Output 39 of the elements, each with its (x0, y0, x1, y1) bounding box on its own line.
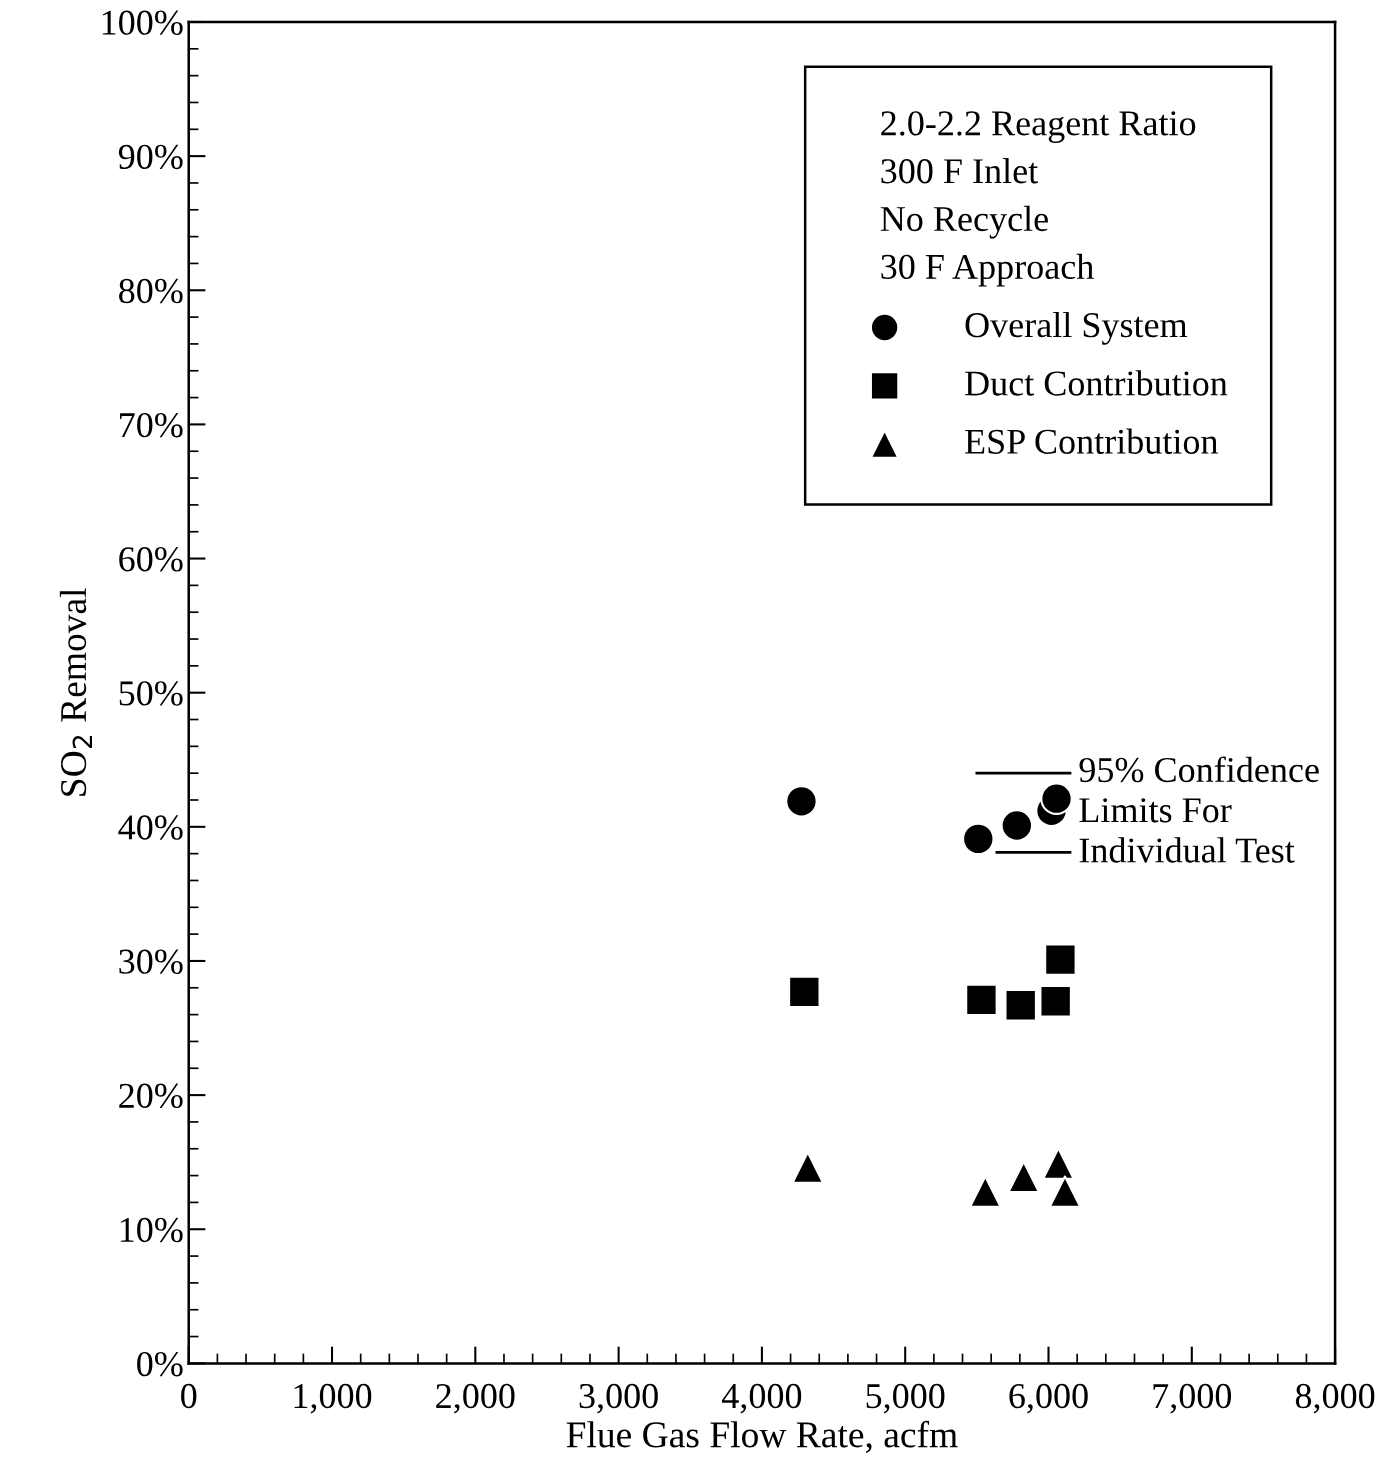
point (1039, 984, 1072, 1018)
x-tick-label: 7,000 (1153, 1383, 1232, 1414)
point (965, 983, 998, 1017)
y-tick-label: 0% (137, 1351, 183, 1377)
point (788, 975, 821, 1009)
y-axis-title: SO$_{2}$ Removal (59, 588, 92, 796)
legend-label: ESP Contribution (965, 428, 1218, 454)
x-tick-label: 4,000 (721, 1383, 802, 1414)
x-axis-title: Flue Gas Flow Rate, acfm (566, 1420, 958, 1453)
point (1000, 809, 1034, 842)
point (1048, 1175, 1082, 1208)
x-tick-label: 5,000 (866, 1383, 945, 1414)
point (785, 785, 818, 818)
legend-title: 2.0-2.2 Reagent Ratio 300 F Inlet No Recycle 30 F Approach (880, 111, 1196, 287)
point (1042, 1147, 1075, 1180)
y-tick-label: 40% (118, 815, 183, 840)
x-tick-label: 0 (181, 1383, 197, 1409)
x-tick-label: 3,000 (579, 1383, 658, 1414)
x-tick-label: 8,000 (1295, 1383, 1375, 1414)
y-tick-label: 30% (119, 949, 183, 974)
y-tick-label: 70% (120, 412, 183, 438)
y-tick-label: 10% (120, 1217, 183, 1243)
y-tick-label: 60% (119, 547, 183, 572)
point (1004, 988, 1037, 1022)
x-tick-label: 6,000 (1009, 1383, 1088, 1414)
annotation: 95% Confidence Limits For Individual Test (1079, 756, 1319, 863)
point (791, 1151, 825, 1184)
legend-label: Duct Contribution (965, 370, 1228, 396)
legend-label: Overall System (965, 311, 1188, 345)
y-tick-label: 20% (119, 1083, 183, 1109)
x-tick-label: 1,000 (294, 1383, 372, 1414)
x-tick-label: 2,000 (436, 1383, 515, 1414)
y-tick-label: 100% (102, 10, 183, 35)
point (1044, 943, 1077, 976)
y-tick-label: 90% (118, 144, 183, 170)
point (1040, 782, 1073, 815)
y-tick-label: 50% (119, 681, 183, 706)
y-tick-label: 80% (119, 278, 183, 304)
point (962, 822, 995, 856)
